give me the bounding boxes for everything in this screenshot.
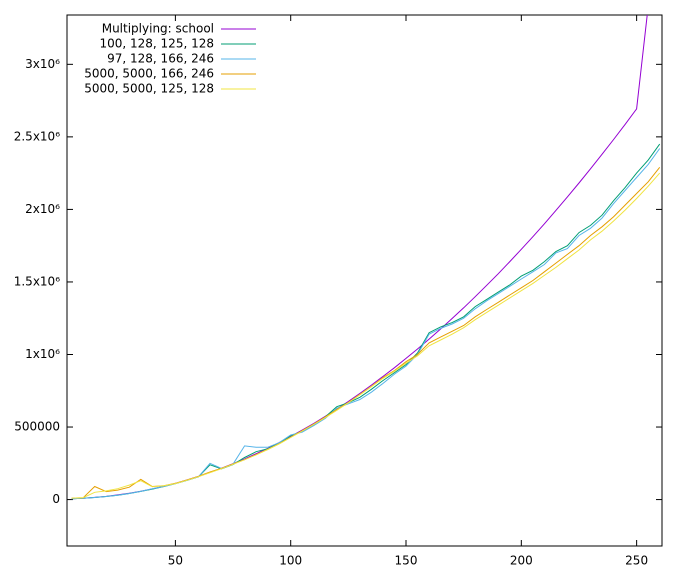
series-line xyxy=(71,172,661,499)
series-line xyxy=(71,143,661,500)
y-tick-label: 0 xyxy=(52,492,60,506)
legend-label: Multiplying: school xyxy=(102,22,214,36)
legend-label: 100, 128, 125, 128 xyxy=(99,37,214,51)
y-tick-label: 2x10⁶ xyxy=(25,202,60,216)
series-line xyxy=(71,148,661,500)
x-tick-label: 150 xyxy=(395,554,418,568)
legend-label: 97, 128, 166, 246 xyxy=(107,52,214,66)
plot-frame xyxy=(66,14,663,547)
y-tick-label: 1.5x10⁶ xyxy=(14,274,60,288)
series-line xyxy=(71,166,661,499)
legend-label: 5000, 5000, 125, 128 xyxy=(84,82,214,96)
y-tick-label: 2.5x10⁶ xyxy=(14,129,60,143)
legend-label: 5000, 5000, 166, 246 xyxy=(84,67,214,81)
y-tick-label: 500000 xyxy=(14,420,60,434)
x-tick-label: 100 xyxy=(279,554,302,568)
y-tick-label: 1x10⁶ xyxy=(25,347,60,361)
x-tick-label: 50 xyxy=(168,554,183,568)
y-tick-label: 3x10⁶ xyxy=(25,57,60,71)
x-tick-label: 200 xyxy=(510,554,533,568)
x-tick-label: 250 xyxy=(625,554,648,568)
plot-area xyxy=(71,15,661,500)
